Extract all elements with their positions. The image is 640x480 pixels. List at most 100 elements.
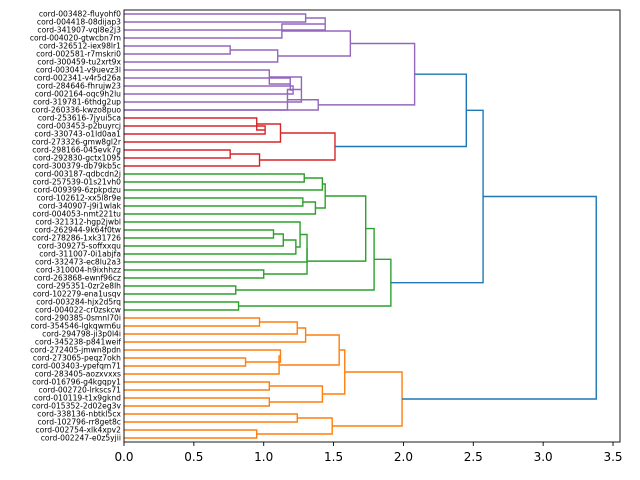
x-tick-label: 1.0	[254, 450, 273, 464]
leaf-label: cord-332473-ec8lu2a3	[35, 258, 121, 267]
leaf-label: cord-330743-o1ld0aa1	[34, 130, 121, 139]
dendrogram-link	[124, 153, 261, 167]
dendrogram-link	[124, 49, 279, 63]
dendrogram-link	[124, 381, 271, 391]
leaf-label: cord-257539-01s21vh0	[32, 178, 121, 187]
dendrogram-link	[277, 30, 352, 57]
leaf-label: cord-004418-08dijap3	[37, 18, 121, 27]
leaf-label: cord-311007-0i1abjfa	[39, 250, 121, 259]
x-tick-label: 0.0	[114, 450, 133, 464]
leaf-labels: cord-003482-fluyohf0cord-004418-08dijap3…	[30, 10, 122, 443]
plot-frame	[123, 9, 621, 443]
dendrogram-link	[124, 355, 281, 375]
leaf-label: cord-003041-v9uevz3l	[36, 66, 121, 75]
leaf-label: cord-309275-soffxxqu	[37, 242, 121, 251]
dendrogram-link	[318, 42, 416, 106]
dendrogram-link	[390, 109, 484, 284]
dendrogram-link	[124, 69, 291, 85]
leaf-label: cord-300379-db79kb5c	[32, 162, 121, 171]
dendrogram-link	[402, 195, 597, 400]
dendrogram-link	[124, 77, 294, 91]
leaf-label: cord-283405-aozxvxxs	[35, 370, 121, 379]
leaf-label: cord-002754-xlk4xpv2	[35, 426, 121, 435]
dendrogram-link	[259, 132, 336, 161]
leaf-label: cord-345238-p841weif	[35, 338, 121, 347]
x-tick-label: 2.5	[464, 450, 483, 464]
leaf-label: cord-278286-1xk31726	[32, 234, 121, 243]
leaf-label: cord-262944-9k64f0tw	[34, 226, 121, 235]
leaf-label: cord-298166-045evk7g	[32, 146, 121, 155]
leaf-label: cord-300459-tu2xrt9x	[37, 58, 121, 67]
leaf-label: cord-015352-2d02eg3v	[32, 402, 122, 411]
dendrogram-link	[124, 269, 265, 279]
dendrogram-link	[238, 258, 392, 307]
x-axis-ticks: 0.0 0.5 1.0 1.5 2.0 2.5 3.0 3.5	[114, 442, 623, 464]
leaf-label: cord-002164-oqc9h2lu	[35, 90, 121, 99]
dendrogram-link	[315, 183, 326, 209]
dendrogram-link	[124, 123, 282, 143]
dendrogram-link	[124, 285, 237, 295]
leaf-label: cord-016796-g4kgqpy1	[32, 378, 121, 387]
leaf-label: cord-003482-fluyohf0	[39, 10, 121, 19]
dendrogram-link	[124, 117, 266, 131]
leaf-label: cord-294798-ji3p0l4i	[42, 330, 121, 339]
dendrogram-link	[124, 327, 307, 343]
leaf-label: cord-002581-r7mskri0	[36, 50, 121, 59]
dendrogram-link	[124, 233, 284, 247]
leaf-label: cord-102279-ena1usqv	[33, 290, 122, 299]
dendrogram-link	[263, 248, 308, 275]
dendrogram-link	[124, 317, 261, 327]
dendrogram-link	[124, 301, 240, 311]
leaf-label: cord-253616-7jyui5ca	[38, 114, 121, 123]
leaf-label: cord-292830-gctx1095	[34, 154, 121, 163]
leaf-label: cord-002720-lrkscs71	[39, 386, 122, 395]
leaf-label: cord-102796-rr8get8c	[37, 418, 121, 427]
dendrogram-link	[332, 371, 403, 427]
x-tick-label: 3.0	[534, 450, 553, 464]
leaf-label: cord-295351-0zr2e8lh	[37, 282, 121, 291]
x-tick-label: 0.5	[184, 450, 203, 464]
leaf-label: cord-102612-xx5l8r9e	[37, 194, 122, 203]
dendrogram-link	[124, 88, 302, 111]
dendrogram-link	[124, 76, 303, 103]
dendrogram-link	[124, 357, 247, 367]
leaf-label: cord-321312-hgp2jwbl	[35, 218, 121, 227]
leaf-label: cord-341907-vql8e2j3	[37, 26, 121, 35]
leaf-label: cord-003187-qdbcdn2j	[35, 170, 121, 179]
dendrogram-link	[124, 349, 282, 363]
leaf-label: cord-004020-gtwcbn7m	[30, 34, 121, 43]
leaf-label: cord-340907-j9i1wlak	[39, 202, 122, 211]
leaf-label: cord-263868-ewnf96cz	[34, 274, 121, 283]
dendrogram-link	[124, 45, 231, 55]
leaf-label: cord-326512-iex98lr1	[39, 42, 121, 51]
leaf-label: cord-004053-nmt221tu	[32, 210, 121, 219]
dendrogram-link	[124, 221, 301, 248]
leaf-label: cord-310004-h9ixhhzz	[36, 266, 121, 275]
dendrogram-link	[124, 13, 307, 23]
leaf-label: cord-010119-t1x9gknd	[34, 394, 121, 403]
dendrogram-link	[124, 99, 319, 111]
dendrogram-link	[322, 349, 346, 395]
leaf-label: cord-009399-6zpkpdzu	[33, 186, 121, 195]
dendrogram-link	[124, 397, 271, 407]
leaf-label: cord-284646-fhrujw23	[36, 82, 121, 91]
leaf-label: cord-003453-p2buyrcj	[37, 122, 121, 131]
dendrogram-link	[124, 85, 294, 95]
leaf-label: cord-002341-v4r5d26a	[34, 74, 121, 83]
leaf-label: cord-003403-ypefqm71	[31, 362, 121, 371]
dendrogram-link	[256, 417, 333, 435]
leaf-label: cord-354546-lgkqwm6u	[31, 322, 122, 331]
leaf-label: cord-002247-e0z5yjii	[41, 434, 121, 443]
dendrogram-links	[124, 13, 597, 439]
dendrogram-link	[334, 73, 468, 148]
dendrogram-link	[124, 429, 258, 439]
dendrogram-link	[124, 197, 304, 207]
dendrogram-link	[124, 321, 298, 335]
dendrogram-link	[124, 413, 298, 423]
dendrogram-link	[124, 177, 324, 191]
dendrogram-link	[269, 385, 324, 403]
dendrogram-link	[124, 239, 297, 255]
leaf-label: cord-290385-0smnl70i	[35, 314, 121, 323]
leaf-label: cord-260336-kwzo8puo	[32, 106, 122, 115]
